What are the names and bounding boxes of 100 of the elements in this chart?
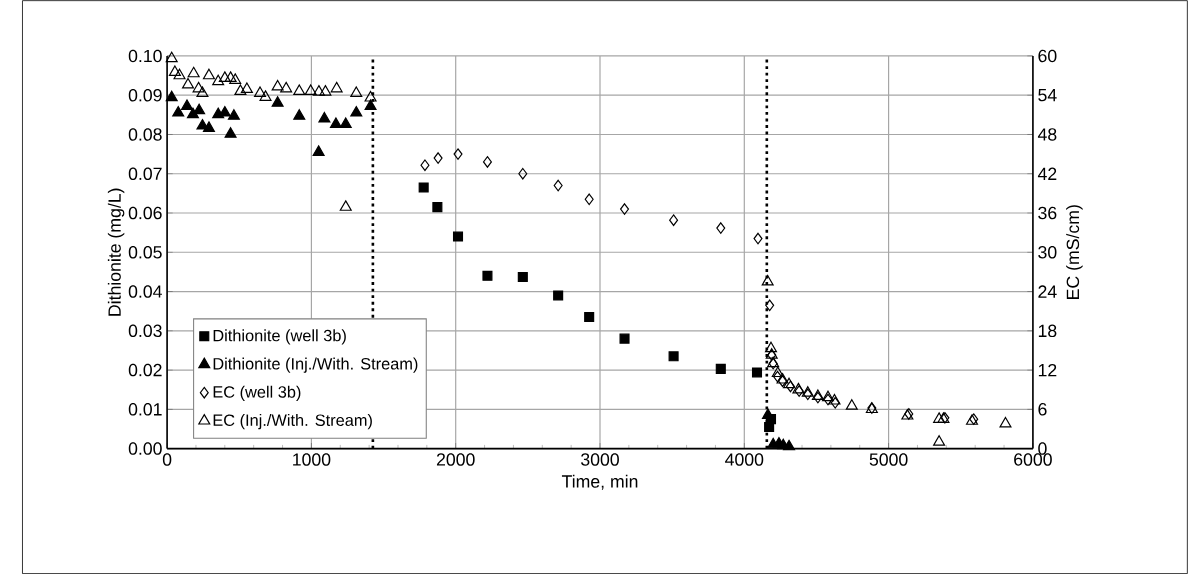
- point: [312, 84, 325, 96]
- y2-tick-label: 24: [1038, 285, 1057, 298]
- y-tick-label: 0.04: [128, 285, 162, 298]
- y2-axis-title: EC (mS/cm): [1066, 205, 1083, 299]
- point: [584, 193, 594, 205]
- point: [180, 99, 194, 110]
- point: [350, 86, 363, 97]
- point: [933, 412, 946, 423]
- point: [764, 341, 778, 353]
- point: [753, 232, 763, 245]
- legend-label: Dithionite (well 3b): [213, 329, 346, 345]
- x-tick-label: 1000: [293, 453, 331, 466]
- point: [716, 222, 726, 234]
- point: [553, 290, 564, 301]
- point: [168, 65, 181, 76]
- y-tick-label: 0.10: [128, 49, 162, 63]
- point: [240, 82, 253, 93]
- point: [271, 79, 284, 91]
- point: [785, 380, 795, 393]
- point: [761, 274, 774, 286]
- y2-tick-label: 12: [1038, 363, 1057, 377]
- point: [173, 68, 186, 80]
- point: [364, 99, 377, 110]
- point: [234, 84, 247, 95]
- point: [172, 105, 185, 117]
- point: [669, 214, 679, 226]
- point: [350, 105, 363, 117]
- point: [319, 84, 332, 96]
- point: [751, 367, 763, 378]
- x-tick-label: 2000: [436, 453, 475, 466]
- y-tick-label: 0.08: [128, 128, 162, 141]
- y2-tick-label: 6: [1038, 402, 1047, 416]
- point: [620, 203, 630, 215]
- point: [312, 145, 325, 156]
- y2-tick-label: 48: [1037, 128, 1057, 141]
- point: [224, 127, 237, 138]
- x-tick-label: 5000: [869, 453, 908, 466]
- x-tick-label: 4000: [725, 453, 764, 466]
- y2-tick-label: 30: [1038, 245, 1057, 259]
- legend-label: Dithionite (Inj./With. Stream): [213, 357, 418, 373]
- legend-label: EC (well 3b): [213, 385, 301, 401]
- point: [783, 377, 796, 389]
- y2-tick-label: 54: [1038, 88, 1057, 102]
- point: [821, 390, 835, 402]
- point: [229, 73, 242, 84]
- y2-tick-label: 36: [1038, 206, 1057, 220]
- point: [218, 71, 231, 82]
- point: [518, 167, 528, 180]
- point: [453, 148, 463, 160]
- point: [619, 333, 630, 344]
- point: [584, 311, 595, 322]
- legend-label: EC (Inj./With. Stream): [213, 413, 372, 430]
- point: [364, 90, 377, 102]
- point: [482, 156, 492, 168]
- point: [811, 389, 824, 400]
- point: [187, 66, 200, 78]
- point: [965, 414, 979, 425]
- point: [715, 363, 726, 374]
- point: [271, 96, 284, 107]
- point: [553, 179, 563, 192]
- point: [318, 111, 331, 123]
- y-tick-label: 0.06: [128, 206, 162, 220]
- y2-tick-label: 42: [1037, 167, 1057, 180]
- x-axis-title: Time, min: [561, 474, 638, 490]
- y-axis-title: Dithionite (mg/L): [107, 188, 125, 316]
- point: [339, 117, 352, 128]
- point: [765, 299, 775, 311]
- y-tick-label: 0.01: [128, 402, 162, 416]
- y-tick-label: 0.05: [128, 245, 162, 259]
- point: [304, 84, 317, 95]
- point: [418, 182, 429, 193]
- y-tick-label: 0.09: [128, 88, 162, 102]
- point: [227, 109, 240, 120]
- point: [293, 109, 306, 120]
- point: [339, 200, 352, 211]
- point: [845, 399, 858, 410]
- point: [813, 391, 823, 404]
- point: [192, 81, 205, 93]
- point: [999, 416, 1012, 428]
- point: [830, 396, 840, 409]
- point: [165, 90, 178, 102]
- point: [823, 393, 833, 406]
- x-tick-label: 3000: [581, 453, 619, 466]
- x-tick-label: 0: [162, 453, 172, 466]
- y2-tick-label: 60: [1038, 49, 1057, 63]
- point: [202, 68, 215, 80]
- point: [432, 201, 443, 213]
- point: [196, 86, 209, 97]
- y2-tick-label: 0: [1038, 442, 1047, 455]
- point: [182, 77, 195, 89]
- point: [224, 71, 237, 82]
- y2-tick-label: 18: [1038, 324, 1057, 337]
- point: [783, 439, 796, 451]
- y-tick-label: 0.00: [128, 442, 162, 455]
- point: [329, 117, 342, 128]
- point: [771, 366, 784, 377]
- point: [212, 74, 225, 86]
- point: [293, 84, 306, 95]
- x-tick-label: 6000: [1014, 453, 1052, 466]
- point: [828, 393, 841, 405]
